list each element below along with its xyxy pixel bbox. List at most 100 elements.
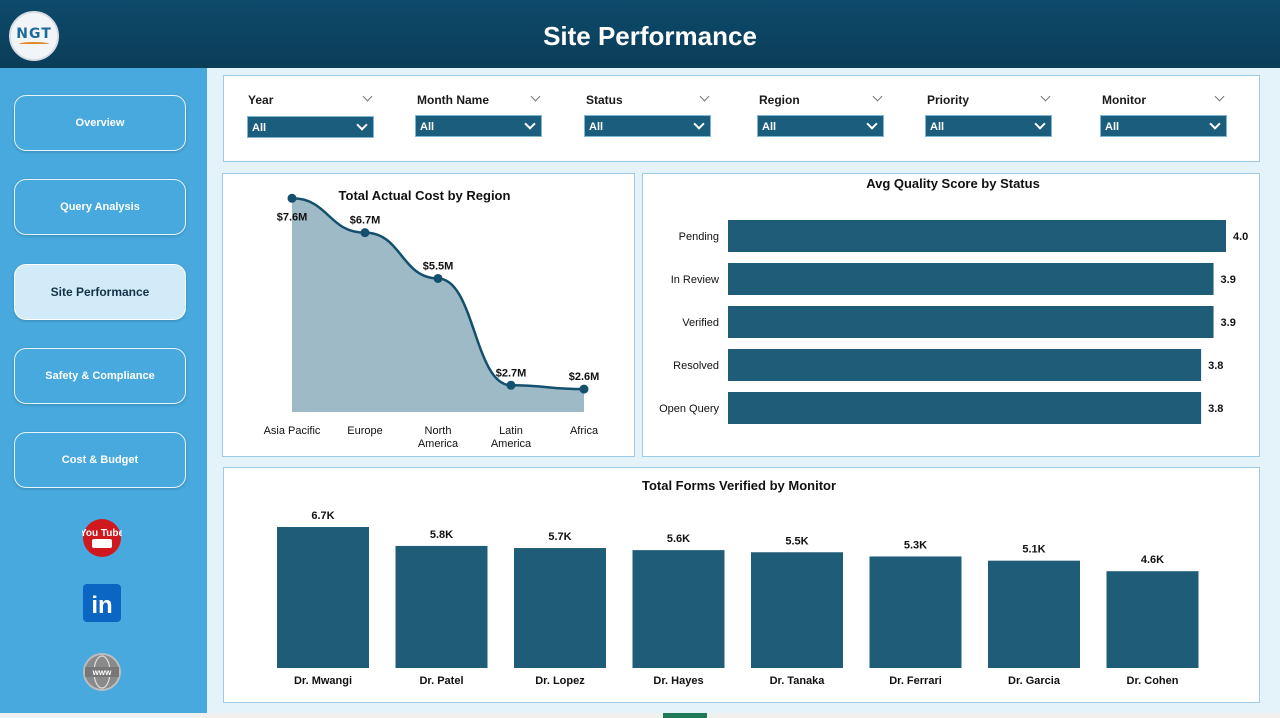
bar-verified (728, 306, 1214, 338)
filters-panel: Year All Month Name All Status All Regio… (223, 75, 1260, 162)
youtube-you-text: You Tube (82, 528, 122, 539)
sidebar: Overview Query Analysis Site Performance… (0, 68, 207, 713)
filter-priority-label: Priority (927, 93, 970, 107)
x-tick-label-2: North (425, 425, 452, 437)
bar-pending (728, 220, 1226, 252)
data-point-africa (579, 384, 589, 394)
chevron-down-icon (1209, 118, 1221, 130)
data-label-5: 5.3K (904, 539, 927, 551)
ngt-logo[interactable]: NGT (9, 11, 59, 61)
filter-status-value: All (589, 121, 604, 133)
bar-dr-garcia (988, 560, 1080, 668)
data-label-3: $2.7M (496, 367, 527, 379)
bar-dr-patel (395, 545, 488, 668)
logo-text: NGT (16, 25, 52, 42)
filter-month-select[interactable]: All (415, 115, 542, 137)
bar-resolved (728, 349, 1202, 381)
chevron-down-icon (693, 118, 705, 130)
area-fill (292, 198, 584, 412)
forms-by-monitor-title: Total Forms Verified by Monitor (641, 478, 837, 493)
bar-in-review (728, 263, 1214, 295)
data-label-4: 5.5K (785, 535, 808, 547)
data-label-1: 3.9 (1221, 274, 1236, 286)
data-label-2: 5.7K (548, 531, 571, 543)
data-label-6: 5.1K (1022, 544, 1045, 556)
bar-dr-tanaka (751, 552, 843, 668)
x-tick-label-5: Dr. Ferrari (889, 675, 942, 687)
filter-status-select[interactable]: All (584, 115, 711, 137)
chevron-down-icon (866, 118, 878, 130)
y-tick-label-3: Resolved (673, 360, 719, 372)
filter-year-select[interactable]: All (247, 116, 374, 138)
x-tick-label-3: Dr. Hayes (653, 675, 703, 687)
cost-by-region-title: Total Actual Cost by Region (338, 188, 511, 203)
filter-monitor-select[interactable]: All (1100, 115, 1227, 137)
chevron-down-icon[interactable] (1040, 91, 1051, 102)
nav-query-analysis-button[interactable]: Query Analysis (14, 179, 186, 235)
quality-by-status-title: Avg Quality Score by Status (866, 176, 1040, 191)
filter-year-label: Year (248, 93, 274, 107)
chevron-down-icon[interactable] (872, 91, 883, 102)
y-tick-label-0: Pending (679, 231, 719, 243)
page-title: Site Performance (543, 21, 757, 51)
x-tick-label-4: Dr. Tanaka (770, 675, 826, 687)
data-label-2: 3.9 (1221, 317, 1236, 329)
nav-safety-compliance-button[interactable]: Safety & Compliance (14, 348, 186, 404)
linkedin-icon[interactable]: in (82, 583, 122, 623)
x-tick-label-3: America (491, 438, 532, 450)
bar-dr-hayes (632, 550, 725, 668)
x-tick-label-1: Dr. Patel (419, 675, 463, 687)
filter-region-label: Region (759, 93, 800, 107)
filter-monitor-label: Monitor (1102, 93, 1146, 107)
filter-month-label: Month Name (417, 93, 489, 107)
data-label-4: $2.6M (569, 371, 600, 383)
active-sheet-tab[interactable] (663, 713, 707, 718)
filter-month-value: All (420, 121, 435, 133)
web-icon[interactable]: www (82, 652, 122, 692)
bar-dr-ferrari (869, 556, 962, 668)
web-www-text: www (92, 668, 112, 677)
filter-region-value: All (762, 121, 777, 133)
x-tick-label-6: Dr. Garcia (1008, 675, 1061, 687)
data-label-1: $6.7M (350, 215, 381, 227)
data-label-7: 4.6K (1141, 554, 1164, 566)
bottom-strip (0, 713, 1280, 718)
filter-status-label: Status (586, 93, 623, 107)
chevron-down-icon[interactable] (362, 91, 373, 102)
chevron-down-icon (1034, 118, 1046, 130)
bar-dr-cohen (1106, 571, 1199, 668)
quality-by-status-chart: Pending 4.0 In Review 3.9 Verified 3.9 Resolve… (659, 220, 1248, 424)
x-tick-label-2: America (418, 438, 459, 450)
y-tick-label-2: Verified (682, 317, 719, 329)
data-label-3: 5.6K (667, 533, 690, 545)
data-label-1: 5.8K (430, 529, 453, 541)
chevron-down-icon (356, 119, 368, 131)
header-bar: NGT Site Performance (0, 0, 1280, 68)
nav-overview-button[interactable]: Overview (14, 95, 186, 151)
filter-year-value: All (252, 122, 267, 134)
chevron-down-icon[interactable] (530, 91, 541, 102)
chevron-down-icon[interactable] (699, 91, 710, 102)
bar-open-query (728, 392, 1202, 424)
quality-by-status-panel: Avg Quality Score by Status Pending 4.0 In… (642, 173, 1260, 457)
linkedin-in-text: in (91, 592, 112, 619)
nav-site-performance-button[interactable]: Site Performance (14, 264, 186, 320)
data-label-0: 6.7K (311, 510, 334, 522)
y-tick-label-4: Open Query (659, 403, 719, 415)
nav-cost-budget-button[interactable]: Cost & Budget (14, 432, 186, 488)
x-tick-label-0: Asia Pacific (264, 425, 321, 437)
data-point-north-america (433, 273, 443, 283)
y-tick-label-1: In Review (671, 274, 719, 286)
chevron-down-icon[interactable] (1214, 91, 1225, 102)
data-label-0: 4.0 (1233, 231, 1248, 243)
x-tick-label-3: Latin (499, 425, 523, 437)
filter-priority-select[interactable]: All (925, 115, 1052, 137)
filter-monitor-value: All (1105, 121, 1120, 133)
bar-dr-lopez (514, 548, 606, 668)
x-tick-label-4: Africa (570, 425, 599, 437)
filter-region-select[interactable]: All (757, 115, 884, 137)
data-label-2: $5.5M (423, 260, 454, 272)
forms-by-monitor-chart: 6.7K Dr. Mwangi 5.8K Dr. Patel 5.7K Dr. Lopez… (277, 510, 1199, 687)
youtube-icon[interactable]: You Tube (82, 518, 122, 558)
